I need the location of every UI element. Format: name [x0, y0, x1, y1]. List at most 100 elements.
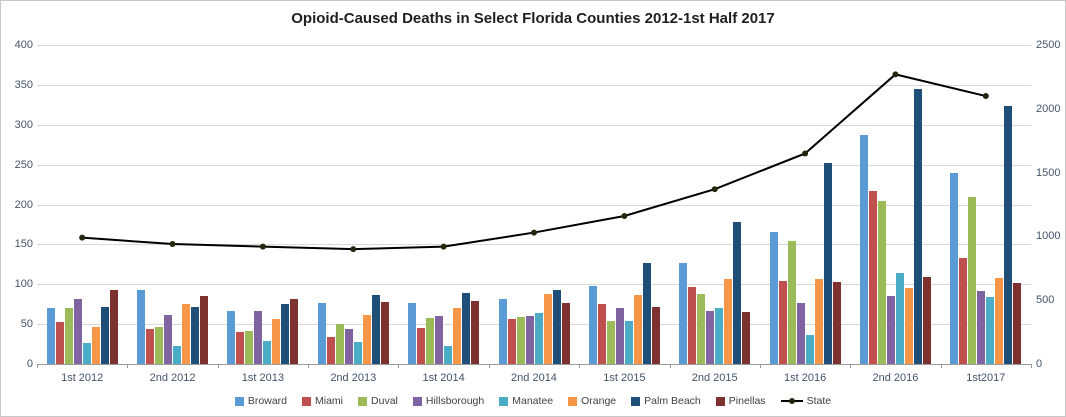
bar-miami-2nd-2016 — [868, 190, 877, 364]
legend-item-manatee: Manatee — [499, 395, 553, 407]
legend-item-miami: Miami — [302, 395, 343, 407]
category-label-2nd-2014: 2nd 2014 — [511, 372, 557, 384]
bar-palm-beach-2nd-2014 — [552, 289, 561, 364]
bar-duval-2nd-2012 — [155, 327, 164, 364]
legend-swatch-orange — [568, 396, 578, 406]
bar-manatee-1st-2015 — [624, 320, 633, 364]
bar-hillsborough-1st-2012 — [73, 299, 82, 364]
bar-pinellas-1st-2014 — [471, 301, 480, 364]
legend-swatch-hillsborough — [412, 396, 422, 406]
state-line-marker-1st2017 — [982, 93, 989, 100]
bar-broward-2nd-2015 — [679, 262, 688, 364]
bar-manatee-1st-2014 — [444, 346, 453, 364]
legend-item-hillsborough: Hillsborough — [412, 395, 484, 407]
right-axis-tick-label: 1500 — [1036, 166, 1061, 179]
legend-item-state: State — [780, 395, 831, 407]
legend-label: Manatee — [512, 395, 554, 407]
bar-palm-beach-1st-2014 — [462, 293, 471, 364]
bar-orange-1st-2015 — [633, 294, 642, 364]
bar-broward-2nd-2016 — [859, 135, 868, 364]
gridline — [37, 124, 1031, 126]
legend-line-dot — [788, 398, 795, 404]
state-line-marker-2nd-2012 — [169, 241, 176, 248]
left-axis-tick-label: 350 — [14, 78, 33, 91]
bar-palm-beach-2nd-2016 — [913, 88, 922, 364]
bar-duval-2nd-2016 — [877, 200, 886, 364]
bar-manatee-1st-2013 — [263, 340, 272, 364]
bar-duval-2nd-2014 — [516, 316, 525, 364]
left-axis-tick-label: 0 — [26, 358, 33, 370]
category-axis-tick — [37, 364, 38, 368]
category-label-2nd-2013: 2nd 2013 — [330, 372, 377, 384]
bar-pinellas-2nd-2013 — [380, 301, 389, 364]
state-line-marker-1st-2014 — [440, 243, 447, 250]
legend-item-duval: Duval — [358, 395, 398, 407]
state-line-marker-1st-2016 — [802, 150, 809, 157]
left-axis-tick-label: 150 — [14, 238, 33, 251]
category-label-1st-2013: 1st 2013 — [241, 372, 284, 384]
right-axis-tick-label: 500 — [1036, 294, 1055, 307]
bar-pinellas-1st-2013 — [290, 299, 299, 364]
legend-item-palm-beach: Palm Beach — [631, 395, 701, 407]
bar-hillsborough-1st-2015 — [615, 308, 624, 364]
left-axis-tick-label: 50 — [20, 318, 33, 331]
bar-broward-2nd-2013 — [317, 302, 326, 364]
bar-manatee-1st2017 — [986, 297, 995, 364]
right-axis-tick-label: 2000 — [1036, 102, 1061, 115]
bar-broward-1st-2012 — [46, 308, 55, 364]
chart-title: Opioid-Caused Deaths in Select Florida C… — [291, 10, 775, 27]
bar-duval-2nd-2013 — [335, 324, 344, 364]
bar-miami-1st-2015 — [597, 304, 606, 364]
gridline — [37, 244, 1031, 246]
right-axis-tick-label: 0 — [1036, 358, 1043, 370]
legend-swatch-manatee — [499, 396, 509, 406]
legend-label: Pinellas — [728, 395, 766, 407]
bar-palm-beach-1st2017 — [1004, 106, 1013, 364]
bar-pinellas-1st2017 — [1013, 282, 1022, 364]
bar-hillsborough-1st-2014 — [435, 316, 444, 364]
category-label-1st-2016: 1st 2016 — [783, 372, 827, 384]
state-line-marker-2nd-2014 — [531, 229, 537, 236]
category-axis-tick — [850, 364, 852, 368]
category-label-1st2017: 1st2017 — [966, 372, 1006, 384]
bar-manatee-2nd-2015 — [715, 308, 724, 364]
bar-palm-beach-1st-2012 — [100, 307, 109, 364]
bar-miami-1st-2013 — [236, 332, 245, 364]
gridlines — [37, 45, 1031, 365]
category-label-2nd-2016: 2nd 2016 — [872, 372, 919, 384]
gridline — [37, 164, 1031, 166]
legend-item-pinellas: Pinellas — [715, 395, 766, 407]
bar-duval-1st-2013 — [245, 330, 254, 364]
bar-miami-1st-2016 — [778, 281, 787, 364]
category-axis-tick — [759, 364, 761, 368]
bar-palm-beach-2nd-2012 — [191, 306, 200, 364]
bar-orange-1st-2012 — [91, 327, 100, 364]
state-line-marker-1st-2013 — [259, 243, 266, 250]
state-line-svg — [79, 71, 989, 253]
bar-orange-1st-2014 — [453, 308, 462, 364]
bar-broward-2nd-2012 — [137, 289, 146, 364]
right-axis-tick-label: 2500 — [1036, 39, 1061, 51]
category-axis-tick — [669, 364, 671, 368]
legend-swatch-pinellas — [715, 396, 725, 406]
bar-manatee-2nd-2013 — [353, 342, 362, 364]
gridline — [37, 84, 1031, 86]
plot-area — [37, 45, 1031, 365]
bar-orange-2nd-2015 — [724, 279, 733, 364]
bar-pinellas-1st-2016 — [832, 281, 841, 364]
bar-miami-2nd-2012 — [146, 328, 155, 364]
bar-miami-2nd-2015 — [688, 287, 697, 364]
category-label-2nd-2012: 2nd 2012 — [149, 372, 196, 384]
x-axis-line — [37, 364, 1031, 365]
bar-palm-beach-1st-2015 — [642, 262, 651, 364]
category-axis-tick — [217, 364, 219, 368]
legend-swatch-duval — [358, 396, 368, 406]
legend-item-broward: Broward — [234, 395, 287, 407]
bar-broward-2nd-2014 — [498, 298, 507, 364]
left-axis-tick-label: 300 — [14, 118, 33, 131]
bar-orange-2nd-2016 — [904, 288, 913, 364]
left-axis-tick-label: 200 — [14, 198, 33, 211]
bar-miami-1st2017 — [959, 257, 968, 364]
legend-label: Palm Beach — [644, 395, 701, 407]
